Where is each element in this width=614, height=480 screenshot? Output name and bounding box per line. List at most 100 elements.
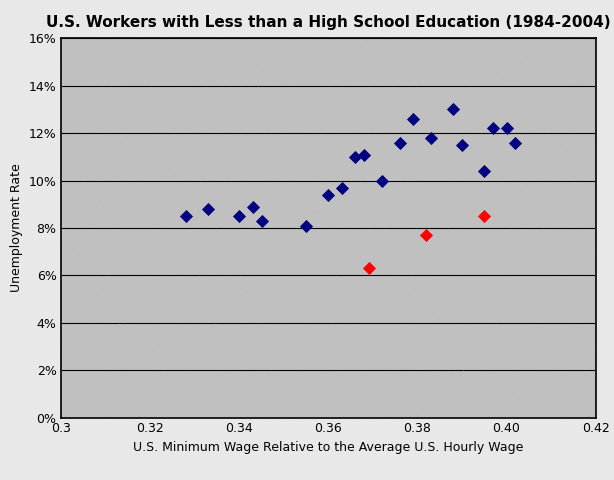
Point [327, 99, 336, 107]
Point [413, 260, 422, 267]
Point [525, 40, 535, 48]
Point [66, 369, 76, 376]
Point [416, 144, 426, 152]
Point [325, 60, 335, 68]
Point [278, 300, 287, 308]
Point [211, 235, 220, 242]
Point [178, 269, 188, 277]
Point [523, 115, 533, 122]
Point [558, 278, 567, 286]
Point [194, 206, 204, 214]
Point [344, 191, 354, 198]
Point [242, 288, 252, 296]
Point [200, 379, 209, 387]
Point [300, 174, 309, 181]
Point [372, 220, 382, 228]
Point [429, 165, 438, 172]
Point [322, 169, 332, 177]
Point [589, 131, 599, 138]
Point [554, 260, 564, 268]
Point [91, 203, 101, 210]
Point [168, 262, 177, 269]
Point [441, 120, 451, 128]
Point [223, 369, 233, 377]
Point [503, 73, 513, 81]
Point [176, 214, 186, 221]
Point [152, 196, 162, 204]
Point [511, 401, 521, 409]
Point [75, 398, 85, 406]
Point [362, 95, 372, 102]
Point [115, 308, 125, 316]
Point [210, 100, 220, 108]
Point [548, 300, 558, 307]
Point [188, 169, 198, 177]
Point [305, 81, 314, 89]
Point [517, 165, 527, 172]
Point [352, 259, 362, 266]
Point [130, 165, 139, 173]
Point [363, 228, 373, 236]
Point [429, 363, 439, 371]
Point [491, 184, 500, 192]
Point [268, 350, 278, 358]
Point [241, 167, 251, 174]
Point [85, 212, 95, 219]
Point [295, 104, 305, 111]
Point [444, 227, 454, 235]
Point [488, 192, 497, 200]
Point [225, 63, 235, 71]
Point [368, 226, 378, 233]
Point [184, 233, 194, 241]
Point [480, 289, 489, 297]
Point [454, 409, 464, 417]
Point [325, 358, 335, 365]
Point [160, 77, 169, 85]
Point [256, 397, 266, 405]
Point [282, 183, 292, 191]
Point [85, 320, 95, 327]
Point [292, 140, 301, 147]
Point [479, 336, 489, 344]
Point [316, 386, 326, 394]
Point [98, 296, 107, 304]
Point [190, 183, 200, 191]
Point [298, 246, 308, 254]
Point [77, 363, 87, 371]
Point [119, 146, 128, 154]
Point [533, 370, 543, 377]
Point [209, 385, 219, 393]
Point [418, 97, 428, 105]
Point [95, 262, 104, 270]
Point [73, 388, 83, 396]
Point [86, 382, 96, 389]
Point [85, 374, 95, 382]
Point [582, 170, 592, 178]
Point [471, 148, 481, 156]
Point [150, 111, 160, 119]
Point [151, 83, 161, 91]
Point [198, 46, 208, 54]
Point [201, 206, 211, 214]
Point [261, 363, 271, 371]
Point [527, 58, 537, 65]
Point [421, 322, 431, 329]
Point [184, 224, 193, 231]
Point [106, 380, 115, 388]
Point [100, 263, 110, 270]
Point [570, 66, 580, 74]
Point [78, 263, 88, 270]
Point [368, 109, 378, 117]
Point [341, 180, 351, 187]
Point [222, 330, 231, 338]
Point [373, 285, 383, 292]
Point [267, 297, 277, 305]
Point [101, 323, 111, 331]
Point [446, 261, 456, 268]
Point [489, 70, 499, 77]
Point [279, 119, 289, 126]
Point [401, 69, 411, 77]
Point [285, 341, 295, 349]
Point [61, 337, 71, 345]
Point [94, 57, 104, 65]
